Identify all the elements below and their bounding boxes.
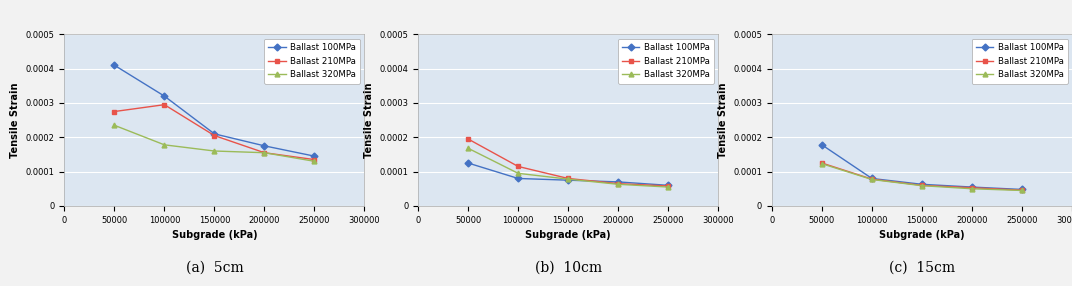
Ballast 100MPa [661,184,674,187]
Ballast 320MPa [1015,189,1028,192]
Ballast 100MPa [966,185,979,189]
Ballast 320MPa [816,162,829,165]
Ballast 100MPa [108,63,121,67]
Ballast 320MPa [612,182,625,186]
Ballast 210MPa [816,161,829,165]
Line: Ballast 320MPa: Ballast 320MPa [111,123,317,164]
Line: Ballast 100MPa: Ballast 100MPa [465,161,671,188]
Ballast 210MPa [612,182,625,185]
Ballast 210MPa [966,186,979,189]
Ballast 100MPa [816,143,829,146]
Ballast 210MPa [108,110,121,113]
Legend: Ballast 100MPa, Ballast 210MPa, Ballast 320MPa: Ballast 100MPa, Ballast 210MPa, Ballast … [617,39,714,84]
Ballast 210MPa [865,177,878,181]
Ballast 210MPa [462,137,475,141]
Ballast 320MPa [562,177,575,181]
Ballast 100MPa [562,178,575,182]
Ballast 210MPa [158,103,170,106]
Line: Ballast 210MPa: Ballast 210MPa [819,161,1025,192]
Y-axis label: Tensile Strain: Tensile Strain [10,82,20,158]
Ballast 320MPa [462,146,475,150]
Ballast 100MPa [612,180,625,184]
Ballast 320MPa [511,172,524,175]
Ballast 100MPa [915,182,928,186]
Legend: Ballast 100MPa, Ballast 210MPa, Ballast 320MPa: Ballast 100MPa, Ballast 210MPa, Ballast … [971,39,1068,84]
Ballast 320MPa [258,151,271,154]
X-axis label: Subgrade (kPa): Subgrade (kPa) [879,230,965,240]
Ballast 100MPa [1015,188,1028,191]
Line: Ballast 210MPa: Ballast 210MPa [465,137,671,188]
Line: Ballast 210MPa: Ballast 210MPa [111,102,317,162]
Ballast 320MPa [966,187,979,190]
Text: (c)  15cm: (c) 15cm [889,261,955,275]
Ballast 210MPa [208,134,221,137]
Ballast 210MPa [562,177,575,180]
Ballast 100MPa [511,177,524,180]
Ballast 320MPa [208,149,221,153]
Line: Ballast 320MPa: Ballast 320MPa [819,161,1025,193]
Ballast 100MPa [158,94,170,98]
Ballast 210MPa [258,151,271,154]
Ballast 210MPa [915,184,928,187]
Ballast 320MPa [865,178,878,181]
Ballast 100MPa [208,132,221,136]
X-axis label: Subgrade (kPa): Subgrade (kPa) [525,230,611,240]
Line: Ballast 100MPa: Ballast 100MPa [819,142,1025,192]
Ballast 100MPa [258,144,271,148]
Ballast 320MPa [158,143,170,146]
Ballast 100MPa [308,154,321,158]
Ballast 320MPa [915,184,928,187]
X-axis label: Subgrade (kPa): Subgrade (kPa) [172,230,257,240]
Text: (b)  10cm: (b) 10cm [535,261,601,275]
Ballast 320MPa [661,185,674,189]
Ballast 320MPa [108,124,121,127]
Ballast 210MPa [511,165,524,168]
Ballast 210MPa [1015,188,1028,192]
Y-axis label: Tensile Strain: Tensile Strain [717,82,728,158]
Ballast 100MPa [865,177,878,180]
Legend: Ballast 100MPa, Ballast 210MPa, Ballast 320MPa: Ballast 100MPa, Ballast 210MPa, Ballast … [264,39,360,84]
Ballast 210MPa [661,184,674,188]
Ballast 100MPa [462,161,475,165]
Ballast 210MPa [308,158,321,161]
Line: Ballast 320MPa: Ballast 320MPa [465,146,671,189]
Line: Ballast 100MPa: Ballast 100MPa [111,63,317,158]
Y-axis label: Tensile Strain: Tensile Strain [363,82,374,158]
Text: (a)  5cm: (a) 5cm [185,261,243,275]
Ballast 320MPa [308,160,321,163]
